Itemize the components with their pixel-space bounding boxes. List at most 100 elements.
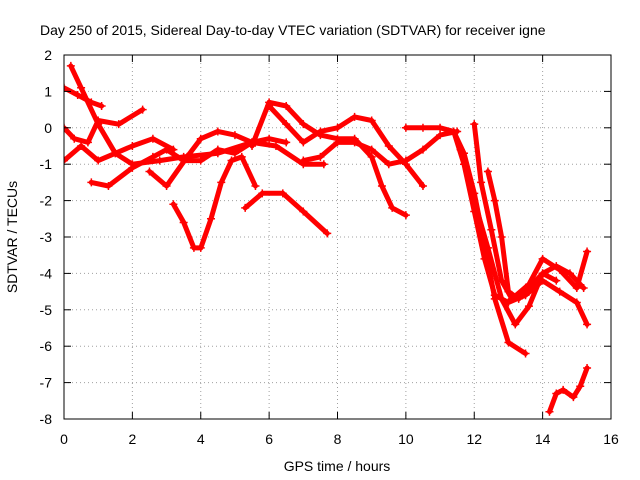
- series-7: [169, 152, 260, 252]
- data-point: [436, 123, 445, 132]
- series-17: [545, 364, 592, 416]
- x-tick-label: 4: [197, 431, 205, 447]
- series-1: [66, 61, 328, 169]
- data-point: [111, 149, 120, 158]
- y-tick-label: -7: [40, 375, 53, 391]
- data-point: [265, 101, 274, 110]
- data-point: [384, 142, 393, 150]
- data-point: [64, 156, 68, 165]
- data-point: [183, 152, 192, 161]
- data-point: [367, 152, 376, 161]
- x-tick-label: 0: [60, 431, 68, 447]
- data-point: [552, 389, 561, 398]
- data-point: [77, 142, 86, 150]
- axis-ticks: [63, 54, 612, 420]
- data-point: [583, 320, 592, 329]
- data-point: [278, 189, 287, 198]
- data-point: [207, 214, 216, 223]
- data-point: [299, 138, 308, 147]
- data-point: [367, 145, 376, 154]
- data-point: [299, 207, 308, 216]
- data-point: [388, 203, 397, 212]
- data-point: [480, 254, 489, 263]
- data-point: [319, 160, 328, 169]
- data-point: [521, 349, 530, 358]
- data-point: [70, 134, 79, 143]
- data-point: [217, 178, 226, 187]
- data-point: [350, 138, 359, 147]
- x-tick-label: 2: [128, 431, 136, 447]
- y-tick-label: 2: [44, 47, 52, 63]
- data-point: [282, 138, 291, 147]
- data-point: [94, 156, 103, 165]
- data-series: [64, 61, 592, 416]
- y-tick-label: -2: [40, 193, 53, 209]
- data-point: [282, 101, 291, 110]
- y-tick-label: -6: [40, 338, 53, 354]
- data-point: [401, 123, 410, 132]
- data-point: [213, 127, 222, 136]
- data-point: [524, 302, 533, 311]
- series-16: [483, 167, 561, 303]
- data-point: [350, 112, 359, 121]
- data-point: [538, 254, 547, 263]
- data-point: [377, 182, 386, 191]
- y-tick-labels: 2 1 0 -1 -2 -3 -4 -5 -6 -7 -8: [40, 47, 53, 427]
- data-point: [87, 98, 96, 107]
- data-point: [189, 243, 198, 252]
- y-tick-label: -4: [40, 265, 53, 281]
- data-point: [104, 182, 113, 191]
- data-point: [418, 123, 427, 132]
- data-point: [213, 145, 222, 154]
- data-point: [511, 320, 520, 329]
- data-point: [456, 145, 465, 154]
- data-point: [579, 283, 588, 292]
- data-point: [401, 156, 410, 165]
- x-tick-label: 6: [265, 431, 273, 447]
- data-point: [73, 91, 82, 100]
- series-trace: [300, 128, 460, 167]
- data-point: [94, 116, 103, 125]
- y-tick-label: 1: [44, 83, 52, 99]
- data-point: [487, 225, 496, 234]
- data-point: [230, 131, 239, 140]
- data-point: [83, 138, 92, 147]
- data-point: [227, 156, 236, 165]
- data-point: [583, 247, 592, 256]
- x-tick-label: 8: [334, 431, 342, 447]
- series-trace: [547, 365, 590, 415]
- data-point: [576, 382, 585, 391]
- data-point: [169, 200, 178, 209]
- series-trace: [471, 121, 590, 302]
- data-point: [490, 291, 499, 300]
- series-trace: [266, 103, 426, 189]
- x-axis-label: GPS time / hours: [284, 458, 391, 474]
- data-point: [145, 167, 154, 176]
- data-point: [162, 182, 171, 191]
- x-tick-label: 10: [398, 431, 414, 447]
- data-point: [333, 138, 342, 147]
- data-point: [483, 167, 492, 176]
- data-point: [569, 393, 578, 402]
- data-point: [367, 116, 376, 125]
- data-point: [333, 123, 342, 132]
- data-point: [299, 120, 308, 129]
- series-trace: [64, 107, 146, 145]
- x-tick-label: 14: [535, 431, 551, 447]
- data-point: [524, 283, 533, 292]
- x-tick-labels: 0 2 4 6 8 10 12 14 16: [60, 431, 619, 447]
- data-point: [148, 152, 157, 161]
- data-point: [470, 196, 479, 205]
- data-point: [449, 127, 458, 136]
- series-8: [241, 189, 332, 238]
- y-tick-label: 0: [44, 120, 52, 136]
- data-point: [565, 269, 574, 278]
- data-point: [384, 160, 393, 169]
- series-trace: [68, 63, 327, 167]
- data-point: [323, 229, 332, 238]
- data-point: [555, 265, 564, 274]
- data-point: [497, 294, 506, 303]
- data-point: [552, 276, 561, 285]
- data-point: [87, 178, 96, 187]
